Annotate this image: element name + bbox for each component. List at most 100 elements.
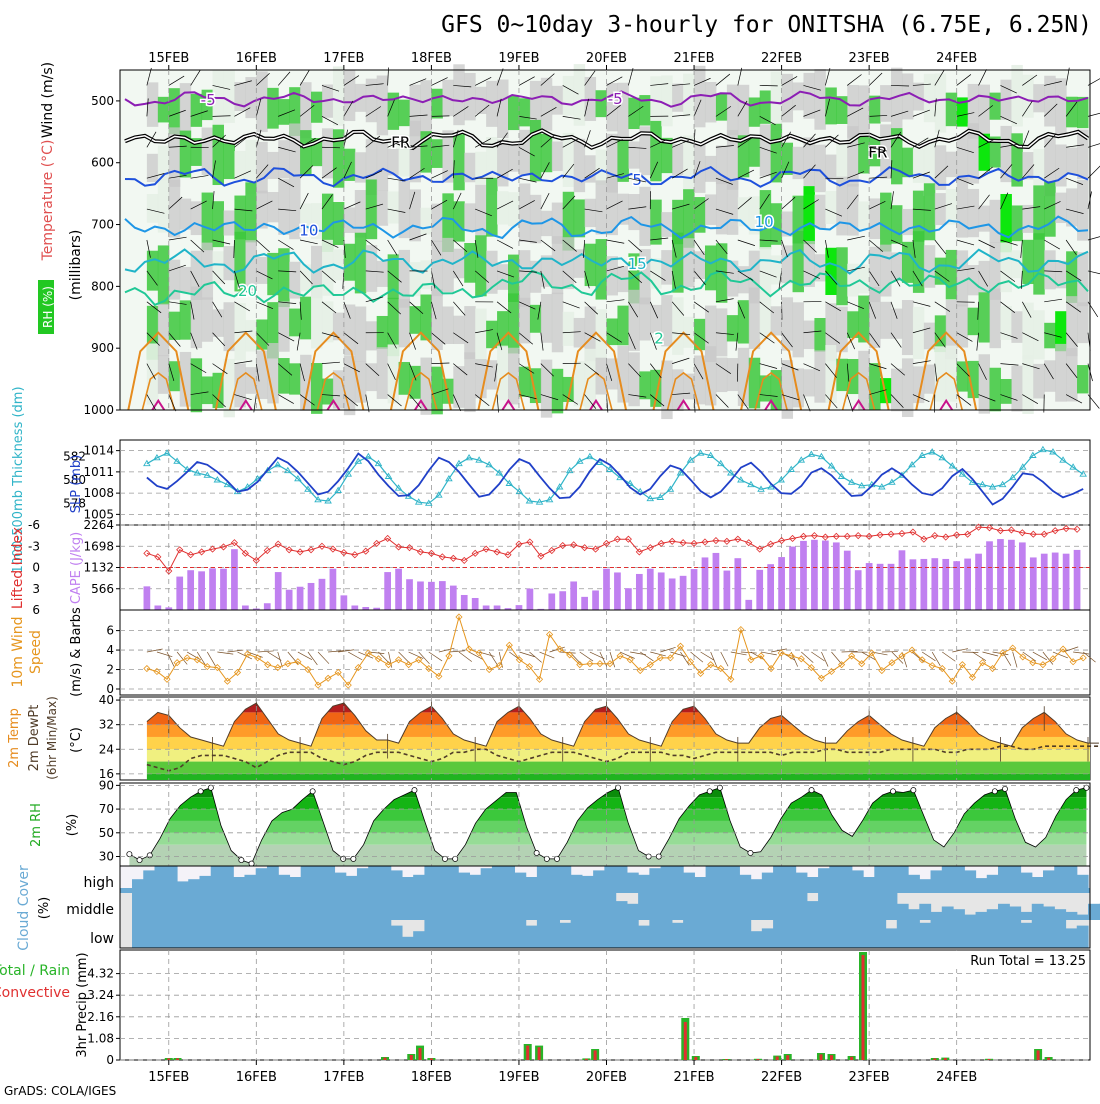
precip-convective-bar (944, 1058, 947, 1060)
contour-label: 10 (299, 221, 318, 239)
cloud-bar (784, 866, 796, 888)
dewpt2m-axis-label: 2m DewPt (27, 705, 42, 772)
cloud-bar (526, 926, 538, 948)
date-label-bottom: 23FEB (849, 1070, 890, 1085)
cloud-bar (559, 923, 571, 948)
cloud-bar (233, 877, 245, 888)
cloud-bar (874, 866, 886, 888)
cloud-bar (1009, 866, 1021, 888)
cloud-bar (616, 920, 628, 948)
cloud-bar (154, 866, 166, 888)
temp2m-axis-label: 32 (99, 718, 114, 732)
rh2m-axis-label: 2m RH (29, 803, 44, 847)
cloud-bar (976, 912, 988, 920)
cape-axis-label: 566 (91, 582, 114, 596)
rh-shade-cell (1033, 84, 1044, 112)
run-total-label: Run Total = 13.25 (970, 954, 1086, 969)
rh-shade-cell (924, 74, 935, 122)
rh-shade-cell (880, 302, 891, 339)
cloud-bar (717, 866, 729, 888)
rh-shade-cell (508, 145, 519, 172)
rh-shade-cell (486, 321, 497, 349)
date-label-top: 18FEB (411, 51, 452, 66)
cape-bar (483, 605, 490, 610)
rh-shade-cell (344, 207, 355, 232)
rh-shade-cell (979, 354, 990, 413)
cloud-bar (1054, 909, 1066, 920)
cloud-bar (953, 909, 965, 920)
cloud-bar (256, 893, 268, 920)
cloud-bar (154, 893, 166, 920)
cloud-bar (188, 893, 200, 920)
rh-shade-cell (377, 261, 388, 287)
cloud-bar (1043, 920, 1055, 948)
rh-shade-cell (508, 293, 519, 353)
rh-shade-cell (902, 242, 913, 283)
rh-shade-cell (825, 87, 836, 124)
cape-bar (625, 588, 632, 610)
wind10m-barb (1003, 652, 1011, 666)
precip-convective-bar (594, 1050, 597, 1060)
rh-shade-cell (585, 199, 596, 227)
rh-shade-cell (880, 245, 891, 297)
cape-bar (877, 564, 884, 610)
cape-bar (308, 583, 315, 610)
wind10m-barb (529, 652, 541, 662)
rh2m-point (239, 857, 244, 862)
precip-convective-bar (1047, 1058, 1050, 1060)
cloud-bar (267, 920, 279, 948)
precip-convective-bar (526, 1046, 529, 1060)
rh2m-band (120, 821, 1090, 833)
cloud-bar (987, 920, 999, 948)
rh-shade-cell (924, 245, 935, 288)
cape-bar (756, 570, 763, 610)
cloud-bar (402, 937, 414, 948)
rh2m-axis-label: 50 (99, 826, 114, 840)
rh-shade-cell (793, 302, 804, 357)
rh-shade-cell (639, 371, 650, 399)
pressure-axis-label: 700 (91, 218, 114, 232)
rh-shade-cell (617, 306, 628, 346)
rh-shade-cell (311, 287, 322, 349)
wind10m-barb (298, 652, 312, 660)
rh-shade-cell (278, 99, 289, 125)
cape-bar (899, 550, 906, 610)
cape-bar (384, 572, 391, 610)
cloud-bar (447, 920, 459, 948)
rh-shade-cell (202, 193, 213, 251)
cloud-bar (526, 893, 538, 920)
cloud-bar (346, 920, 358, 948)
cloud-bar (166, 866, 178, 888)
cloud-bar (649, 868, 661, 888)
wind10m-barb (942, 652, 955, 661)
cloud-bar (244, 893, 256, 920)
cloud-bar (627, 904, 639, 920)
cloud-bar (582, 876, 594, 888)
cloud-bar (998, 920, 1010, 948)
pressure-axis-label: 1000 (83, 403, 114, 417)
wind10m-barb (318, 652, 329, 664)
rh-shade-cell (1066, 296, 1077, 356)
cloud-bar (537, 920, 549, 948)
cape-bar (997, 539, 1004, 610)
cloud-bar (357, 868, 369, 888)
wind10m-barb (650, 652, 666, 656)
rh-shade-cell (727, 315, 738, 341)
cape-bar (472, 598, 479, 610)
precip-convective-bar (850, 1057, 853, 1060)
date-label-top: 23FEB (849, 51, 890, 66)
wind10m-barb (771, 649, 787, 652)
precip-convective-bar (419, 1048, 422, 1060)
rh-shade-cell (431, 89, 442, 119)
cloud-bar (874, 920, 886, 948)
cape-axis-label: 1698 (83, 539, 114, 553)
rh-shade-cell (1011, 366, 1022, 412)
rh2m-band (120, 845, 1090, 866)
lifted-tick-label: 6 (32, 603, 40, 617)
cloud-bar (334, 920, 346, 948)
rh-shade-cell (760, 90, 771, 123)
cloud-bar (458, 873, 470, 888)
cloud-bar (582, 920, 594, 948)
cloud-bar (301, 920, 313, 948)
rh-shade-cell (1033, 364, 1044, 399)
